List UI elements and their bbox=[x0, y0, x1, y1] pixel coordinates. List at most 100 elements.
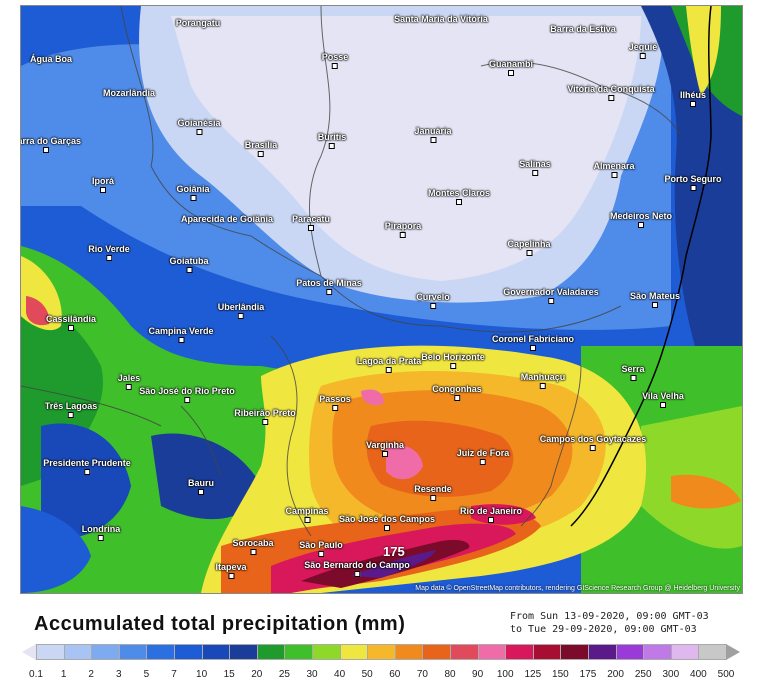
legend-color-cell bbox=[146, 644, 175, 660]
city-label: Iporá bbox=[92, 176, 114, 193]
legend-color-cell bbox=[367, 644, 396, 660]
legend-tick-label: 150 bbox=[552, 669, 569, 680]
color-legend bbox=[22, 644, 740, 662]
city-label: Porangatu bbox=[175, 18, 221, 28]
city-marker bbox=[42, 147, 49, 153]
city-marker bbox=[430, 137, 436, 143]
period-to: to Tue 29-09-2020, 09:00 GMT-03 bbox=[510, 624, 697, 635]
city-marker bbox=[430, 495, 436, 501]
legend-color-cell bbox=[284, 644, 313, 660]
city-label: Capelinha bbox=[507, 239, 551, 256]
legend-tick-label: 250 bbox=[634, 669, 652, 680]
city-marker bbox=[196, 129, 202, 135]
city-label: Barra da Estiva bbox=[550, 24, 616, 34]
city-marker bbox=[539, 383, 546, 389]
city-marker bbox=[547, 298, 554, 304]
map-attribution: Map data © OpenStreetMap contributors, r… bbox=[415, 585, 740, 592]
city-marker bbox=[197, 489, 204, 495]
city-label: Almenara bbox=[593, 161, 635, 178]
legend-tick-label: 400 bbox=[690, 669, 707, 680]
legend-color-cell bbox=[201, 644, 231, 660]
city-marker bbox=[525, 250, 532, 256]
city-marker bbox=[529, 345, 536, 351]
city-marker bbox=[184, 397, 190, 403]
city-label: Jales bbox=[118, 373, 140, 390]
city-label: Patos de Minas bbox=[296, 278, 362, 295]
legend-color-cell bbox=[91, 644, 120, 660]
city-label: Santa Maria da Vitória bbox=[394, 14, 488, 24]
city-label: Vila Velha bbox=[642, 391, 684, 408]
city-label: Mozarlândia bbox=[102, 88, 156, 98]
city-label: Resende bbox=[414, 484, 452, 501]
city-label: Barra do Garças bbox=[21, 136, 81, 153]
city-label: Campinas bbox=[285, 506, 329, 523]
city-marker bbox=[454, 395, 460, 401]
city-marker bbox=[532, 170, 538, 176]
city-marker bbox=[178, 337, 184, 343]
city-marker bbox=[189, 195, 196, 201]
city-label: Posse bbox=[322, 52, 348, 69]
city-marker bbox=[386, 367, 392, 373]
precipitation-map[interactable]: Porangatu Santa Maria da Vitória Barra da … bbox=[20, 5, 743, 594]
city-marker bbox=[507, 70, 514, 76]
city-label: Pirapora bbox=[385, 221, 421, 238]
city-label: São José do Rio Preto bbox=[139, 386, 235, 403]
legend-color-cell bbox=[477, 644, 507, 660]
city-label: São Paulo bbox=[299, 540, 343, 557]
city-marker bbox=[328, 143, 335, 149]
legend-color-cell bbox=[588, 644, 617, 660]
legend-tick-label: 200 bbox=[607, 669, 624, 680]
city-label: Londrina bbox=[82, 524, 120, 541]
legend-tick-label: 90 bbox=[472, 669, 484, 680]
city-marker bbox=[381, 451, 388, 457]
city-label: Lagoa da Prata bbox=[357, 356, 421, 373]
city-marker bbox=[660, 402, 666, 408]
city-label: Jequié bbox=[629, 42, 657, 59]
legend-tick-label: 25 bbox=[278, 669, 290, 680]
city-label: Guanambi bbox=[489, 59, 533, 76]
legend-tick-label: 100 bbox=[496, 669, 514, 680]
city-marker bbox=[105, 255, 112, 261]
legend-color-cell bbox=[698, 644, 727, 660]
city-label: Goianésia bbox=[177, 118, 221, 135]
city-marker bbox=[607, 95, 614, 101]
city-label: Porto Seguro bbox=[664, 174, 722, 191]
legend-color-cell bbox=[505, 644, 534, 660]
city-marker bbox=[303, 517, 310, 523]
max-value-label: 175 bbox=[383, 544, 405, 559]
city-marker bbox=[308, 225, 314, 231]
city-label: Sorocaba bbox=[232, 538, 274, 555]
city-label: Curvelo bbox=[416, 292, 450, 309]
legend-color-cell bbox=[22, 644, 36, 660]
period-from: From Sun 13-09-2020, 09:00 GMT-03 bbox=[510, 611, 709, 622]
legend-tick-label: 20 bbox=[251, 669, 263, 680]
city-label: São Bernardo do Campo bbox=[304, 560, 410, 577]
city-label: Uberlândia bbox=[218, 302, 264, 319]
city-label: São Mateus bbox=[630, 291, 680, 308]
legend-color-cell bbox=[450, 644, 479, 660]
city-marker bbox=[237, 313, 244, 319]
city-label: Ribeirão Preto bbox=[234, 408, 296, 425]
legend-color-cell bbox=[615, 644, 645, 660]
city-label: Brasília bbox=[245, 140, 277, 157]
city-marker bbox=[98, 535, 104, 541]
legend-tick-label: 125 bbox=[524, 669, 542, 680]
city-marker bbox=[611, 172, 617, 178]
legend-color-cell bbox=[312, 644, 341, 660]
city-marker bbox=[399, 232, 406, 238]
city-marker bbox=[126, 384, 132, 390]
legend-tick-label: 30 bbox=[306, 669, 318, 680]
city-label: Congonhas bbox=[432, 384, 482, 401]
city-marker bbox=[630, 375, 636, 381]
city-label: Paracatu bbox=[292, 214, 330, 231]
city-marker bbox=[455, 199, 462, 205]
legend-color-cell bbox=[229, 644, 258, 660]
city-label: Montes Claros bbox=[428, 188, 490, 205]
legend-tick-label: 15 bbox=[223, 669, 235, 680]
legend-color-cell bbox=[339, 644, 369, 660]
city-marker bbox=[651, 302, 658, 308]
legend-tick-label: 60 bbox=[389, 669, 401, 680]
city-label: Serra bbox=[621, 364, 645, 381]
city-marker bbox=[639, 53, 646, 59]
precipitation-field bbox=[21, 6, 742, 593]
